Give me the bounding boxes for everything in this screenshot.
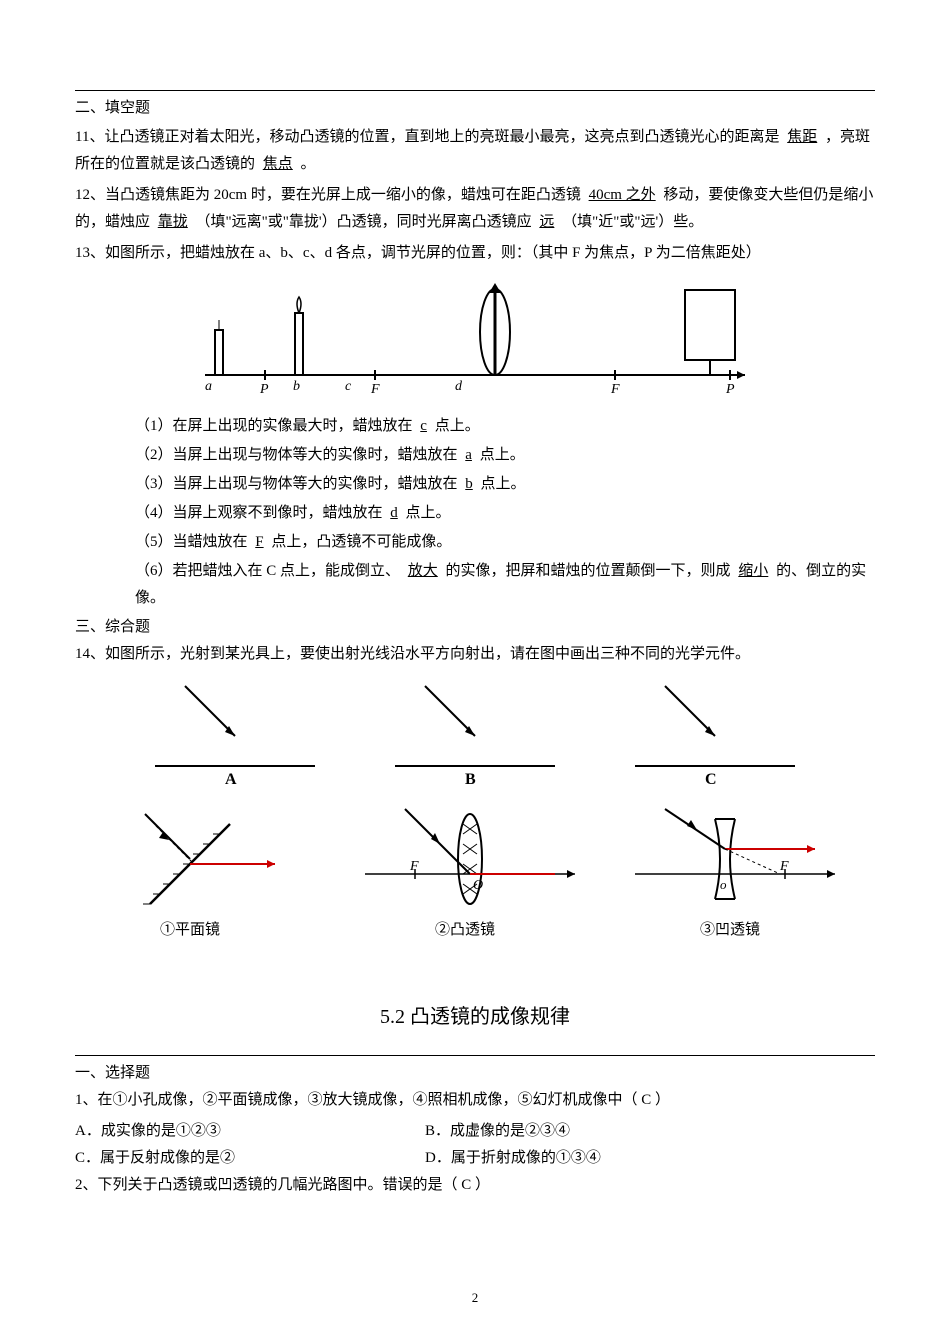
q13-sub1-blank: c [416, 418, 431, 434]
q11-blank1: 焦距 [783, 129, 821, 145]
q13-sub5-blank: F [251, 534, 267, 550]
q13-sub5: （5）当蜡烛放在 F 点上，凸透镜不可能成像。 [75, 529, 875, 556]
q13-sub1-prefix: （1）在屏上出现的实像最大时，蜡烛放在 [135, 418, 413, 434]
label-p2: P [725, 382, 735, 397]
label-A: A [225, 771, 237, 788]
q1-optB: B．成虚像的是②③④ [425, 1118, 570, 1145]
q12-mid2: （填"远离"或"靠拢'）凸透镜，同时光屏离凸透镜应 [196, 214, 532, 230]
q1-optD: D．属于折射成像的①③④ [425, 1145, 601, 1172]
q13-sub2: （2）当屏上出现与物体等大的实像时，蜡烛放在 a 点上。 [75, 442, 875, 469]
svg-text:F: F [409, 859, 419, 874]
q13-sub1-suffix: 点上。 [435, 418, 480, 434]
label-d: d [455, 379, 463, 394]
section-3-title: 三、综合题 [75, 614, 875, 641]
svg-text:o: o [720, 877, 727, 892]
q12-end: （填"近"或"远'）些。 [562, 214, 703, 230]
q13-diagram: a P b c F d F P [75, 275, 875, 405]
question-1-text: 1、在①小孔成像，②平面镜成像，③放大镜成像，④照相机成像，⑤幻灯机成像中（ C… [75, 1087, 875, 1114]
label-p1: P [259, 382, 269, 397]
q13-sub5-suffix: 点上，凸透镜不可能成像。 [271, 534, 451, 550]
q1-options-row2: C．属于反射成像的是② D．属于折射成像的①③④ [75, 1145, 875, 1172]
caption-mirror: ①平面镜 [160, 920, 220, 938]
q13-sub1: （1）在屏上出现的实像最大时，蜡烛放在 c 点上。 [75, 413, 875, 440]
q12-blank3: 远 [535, 214, 558, 230]
q13-sub6-blank1: 放大 [404, 563, 442, 579]
q13-sub6-prefix: （6）若把蜡烛入在 C 点上，能成倒立、 [135, 563, 400, 579]
q11-end: 。 [301, 156, 316, 172]
q11-blank2: 焦点 [259, 156, 297, 172]
label-f2: F [610, 382, 620, 397]
q13-sub3-prefix: （3）当屏上出现与物体等大的实像时，蜡烛放在 [135, 476, 458, 492]
q13-sub4-suffix: 点上。 [406, 505, 451, 521]
label-c: c [345, 379, 352, 394]
q12-blank2: 靠拢 [154, 214, 192, 230]
question-12: 12、当凸透镜焦距为 20cm 时，要在光屏上成一缩小的像，蜡烛可在距凸透镜 4… [75, 182, 875, 236]
section-1-title: 一、选择题 [75, 1060, 875, 1087]
label-a: a [205, 379, 212, 394]
q13-sub3-suffix: 点上。 [481, 476, 526, 492]
svg-text:F: F [779, 859, 789, 874]
mirror-diagram: ①平面镜 [143, 814, 275, 938]
q13-sub6: （6）若把蜡烛入在 C 点上，能成倒立、 放大 的实像，把屏和蜡烛的位置颠倒一下… [75, 558, 875, 612]
q12-blank1: 40cm 之外 [585, 187, 660, 203]
caption-concave: ③凹透镜 [700, 920, 760, 938]
q12-prefix: 12、当凸透镜焦距为 20cm 时，要在光屏上成一缩小的像，蜡烛可在距凸透镜 [75, 187, 581, 203]
q1-optC: C．属于反射成像的是② [75, 1145, 425, 1172]
q13-sub4-prefix: （4）当屏上观察不到像时，蜡烛放在 [135, 505, 383, 521]
q13-sub4: （4）当屏上观察不到像时，蜡烛放在 d 点上。 [75, 500, 875, 527]
q13-sub2-prefix: （2）当屏上出现与物体等大的实像时，蜡烛放在 [135, 447, 458, 463]
q13-sub3-blank: b [461, 476, 477, 492]
q1-optA: A．成实像的是①②③ [75, 1118, 425, 1145]
label-f1: F [370, 382, 380, 397]
question-11: 11、让凸透镜正对着太阳光，移动凸透镜的位置，直到地上的亮斑最小最亮，这亮点到凸… [75, 124, 875, 178]
q13-sub2-blank: a [461, 447, 476, 463]
label-B: B [465, 771, 476, 788]
q13-sub6-blank2: 缩小 [734, 563, 772, 579]
q14-diagram-row2: ①平面镜 F O ②凸透镜 [75, 804, 875, 954]
convex-diagram: F O ②凸透镜 [365, 809, 575, 938]
q11-prefix: 11、让凸透镜正对着太阳光，移动凸透镜的位置，直到地上的亮斑最小最亮，这亮点到凸… [75, 129, 779, 145]
chapter-title: 5.2 凸透镜的成像规律 [75, 999, 875, 1035]
q13-sub6-mid: 的实像，把屏和蜡烛的位置颠倒一下，则成 [446, 563, 731, 579]
question-13-text: 13、如图所示，把蜡烛放在 a、b、c、d 各点，调节光屏的位置，则：（其中 F… [75, 240, 875, 267]
q1-options-row1: A．成实像的是①②③ B．成虚像的是②③④ [75, 1118, 875, 1145]
caption-convex: ②凸透镜 [435, 920, 495, 938]
svg-text:O: O [473, 878, 483, 893]
q13-sub5-prefix: （5）当蜡烛放在 [135, 534, 248, 550]
label-b: b [293, 379, 300, 394]
q14-diagram-row1: A B C [75, 676, 875, 796]
q13-sub4-blank: d [386, 505, 402, 521]
q13-sub2-suffix: 点上。 [480, 447, 525, 463]
question-2-text: 2、下列关于凸透镜或凹透镜的几幅光路图中。错误的是（ C ） [75, 1172, 875, 1199]
section-2-title: 二、填空题 [75, 90, 875, 122]
question-14-text: 14、如图所示，光射到某光具上，要使出射光线沿水平方向射出，请在图中画出三种不同… [75, 641, 875, 668]
label-C: C [705, 771, 717, 788]
q13-sub3: （3）当屏上出现与物体等大的实像时，蜡烛放在 b 点上。 [75, 471, 875, 498]
concave-diagram: o F ③凹透镜 [635, 809, 835, 938]
page-number: 2 [472, 1286, 479, 1309]
